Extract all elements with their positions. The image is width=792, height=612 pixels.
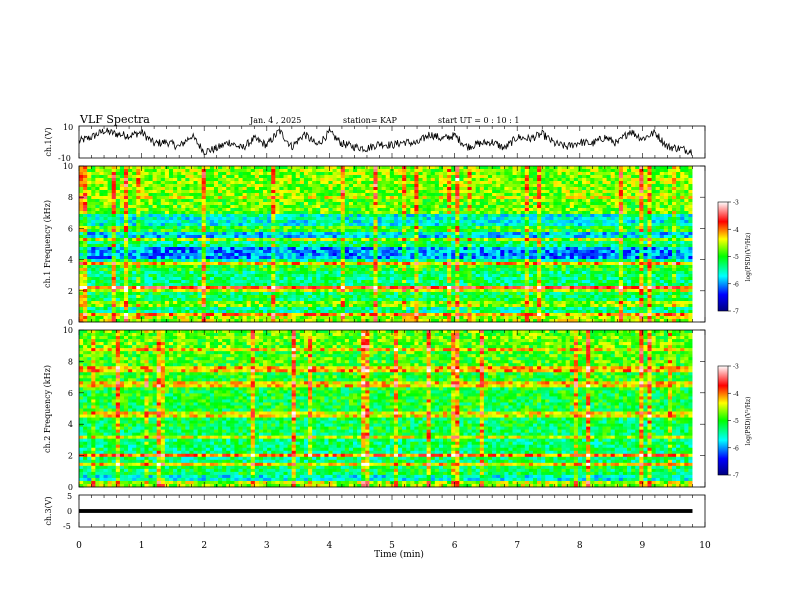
ch3-ytick-mid: 0 — [67, 507, 72, 516]
colorbar-tick--3: -3 — [733, 200, 739, 207]
start-time-label: start UT = 0 : 10 : 1 — [438, 116, 519, 125]
ch1-waveform-panel: 10 -10 ch.1(V) — [44, 123, 706, 163]
xtick-label-6: 6 — [452, 541, 458, 551]
station-label: station= KAP — [343, 116, 398, 125]
xtick-label-4: 4 — [327, 541, 333, 551]
colorbar-tick--6: -6 — [733, 281, 739, 288]
ch1-waveform-line — [78, 127, 693, 156]
ytick-label-6: 6 — [68, 224, 73, 233]
colorbar-1: -3 -4 -5 -6 -7 log(PSD)(V²/Hz) — [717, 200, 752, 316]
colorbar-tick--5: -5 — [733, 418, 739, 425]
ytick-label-10: 10 — [63, 162, 73, 171]
ch3-ytick-top: 5 — [67, 492, 72, 501]
colorbar-tick--5: -5 — [733, 254, 739, 261]
colorbar-tick--4: -4 — [733, 227, 739, 234]
ytick-label-2: 2 — [68, 287, 73, 296]
ytick-label-8: 8 — [68, 357, 73, 366]
figure-title: VLF Spectra — [79, 113, 150, 126]
ytick-label-10: 10 — [63, 326, 73, 335]
ch1-ytick-top: 10 — [63, 123, 73, 132]
xtick-label-7: 7 — [514, 541, 520, 551]
colorbar-tick--4: -4 — [733, 391, 739, 398]
ch1-ylabel: ch.1(V) — [44, 127, 53, 156]
x-tick-marks — [78, 126, 706, 527]
xtick-label-2: 2 — [201, 541, 207, 551]
ytick-label-0: 0 — [68, 483, 73, 492]
xtick-label-1: 1 — [139, 541, 145, 551]
ch1-freq-ylabel: ch.1 Frequency (kHz) — [43, 200, 52, 288]
x-axis-tick-labels: 0 1 2 3 4 5 6 7 8 9 10 — [76, 541, 711, 551]
colorbar-2-label: log(PSD)(V²/Hz) — [745, 397, 752, 446]
ch1-spectrogram-panel: 0 2 4 6 8 10 ch.1 Frequency (kHz) — [43, 162, 706, 327]
xtick-label-0: 0 — [76, 541, 82, 551]
ch3-ylabel: ch.3(V) — [44, 496, 53, 525]
colorbar-2: -3 -4 -5 -6 -7 log(PSD)(V²/Hz) — [717, 364, 752, 480]
ch2-spectrogram-image — [79, 330, 705, 488]
colorbar-tick--7: -7 — [733, 473, 739, 480]
ytick-label-2: 2 — [68, 452, 73, 461]
colorbar-tick--6: -6 — [733, 445, 739, 452]
colorbar-1-label: log(PSD)(V²/Hz) — [745, 233, 752, 282]
ytick-label-8: 8 — [68, 193, 73, 202]
xtick-label-8: 8 — [577, 541, 583, 551]
ytick-label-4: 4 — [68, 256, 73, 265]
ytick-label-4: 4 — [68, 420, 73, 429]
colorbar-tick--3: -3 — [733, 364, 739, 371]
x-axis-label: Time (min) — [374, 549, 424, 560]
ch1-spectrogram-image — [79, 166, 705, 323]
date-label: Jan. 4 , 2025 — [249, 116, 301, 125]
ytick-label-6: 6 — [68, 389, 73, 398]
colorbar-tick--7: -7 — [733, 309, 739, 316]
xtick-label-10: 10 — [699, 541, 711, 551]
ch3-waveform-panel: 5 0 -5 ch.3(V) — [44, 492, 706, 531]
ch3-waveform-trace — [79, 509, 693, 513]
xtick-label-9: 9 — [640, 541, 646, 551]
xtick-label-5: 5 — [389, 541, 395, 551]
ch2-freq-ylabel: ch.2 Frequency (kHz) — [43, 365, 52, 453]
ch2-spectrogram-panel: 0 2 4 6 8 10 ch.2 Frequency (kHz) — [43, 326, 706, 492]
ch3-ytick-bottom: -5 — [63, 522, 71, 531]
ch1-ytick-bottom: -10 — [58, 154, 71, 163]
ytick-label-0: 0 — [68, 318, 73, 327]
xtick-label-3: 3 — [264, 541, 270, 551]
